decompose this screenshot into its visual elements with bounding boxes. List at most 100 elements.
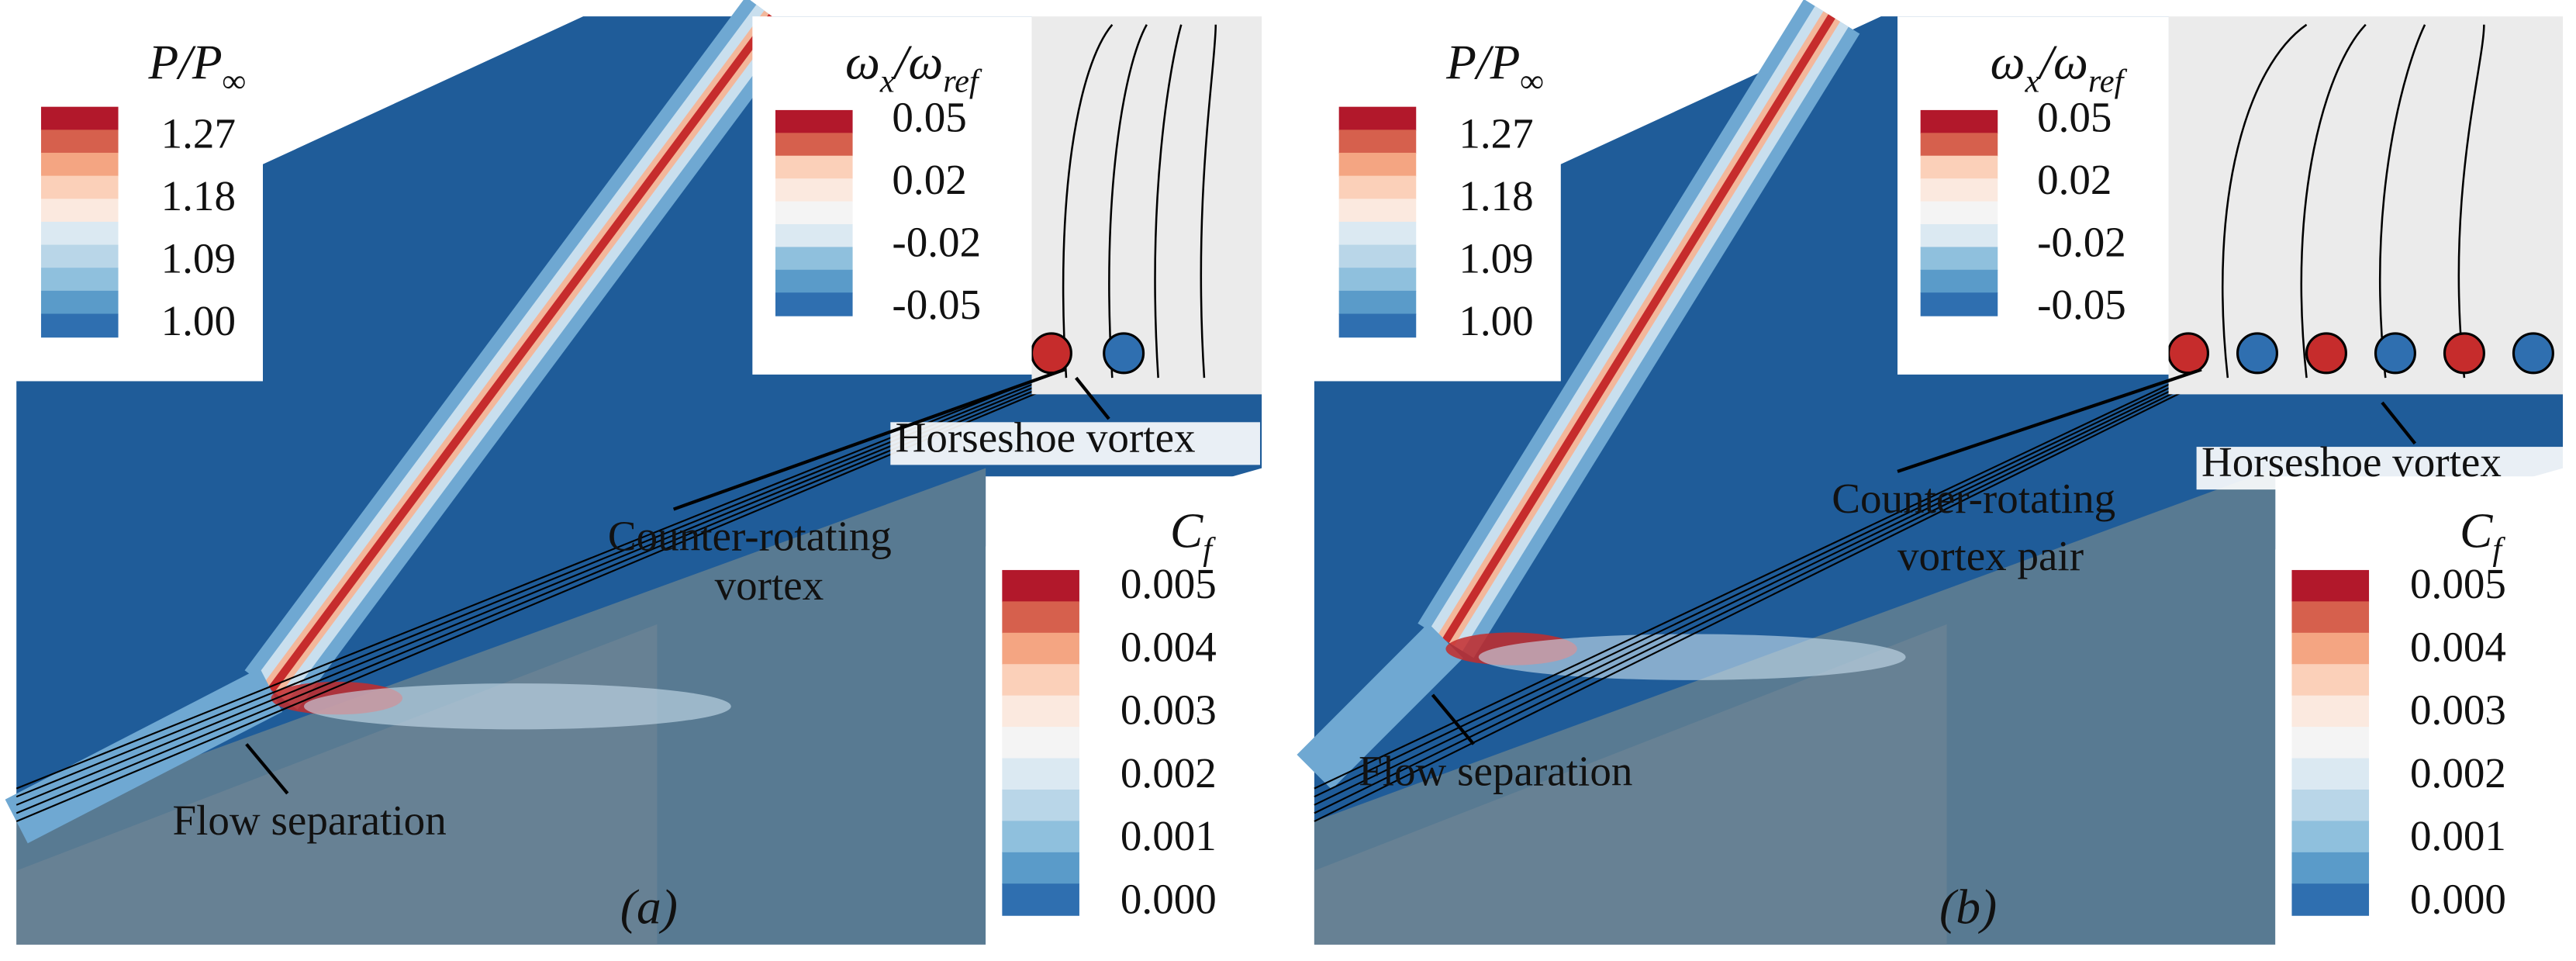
legend-title-part: ω — [1991, 35, 2025, 90]
colorbar-swatch — [40, 130, 119, 154]
shock-wave — [268, 14, 776, 693]
vortex-core — [2374, 332, 2416, 375]
wedge-lower — [1314, 624, 1947, 945]
vortex-core — [1103, 332, 1145, 375]
colorbar-swatch — [775, 109, 853, 134]
colorbar-label: -0.02 — [2037, 218, 2126, 265]
colorbar-swatch — [1338, 268, 1417, 292]
inset-streamline — [1154, 24, 1183, 379]
legend-title-part: P/P — [1445, 35, 1520, 90]
legend-title-part: /ω — [893, 35, 944, 90]
colorbar-swatch — [2291, 632, 2370, 665]
colorbar-label: 0.004 — [1121, 623, 1217, 670]
vortex-inset — [1031, 16, 1262, 395]
inset-streamline — [2457, 24, 2485, 379]
colorbar-label: 0.02 — [2037, 156, 2112, 203]
colorbar-swatch — [775, 223, 853, 248]
colorbar-swatch — [775, 155, 853, 180]
colorbar-swatch — [1920, 292, 1998, 316]
colorbar-swatch — [1920, 178, 1998, 202]
legend-title-sub: ref — [2088, 64, 2128, 100]
inset-streamline — [2300, 23, 2367, 379]
colorbar-swatch — [1338, 221, 1417, 246]
colorbar-swatch — [2291, 601, 2370, 634]
colorbar-swatch — [775, 292, 853, 316]
arrow — [2381, 401, 2417, 445]
colorbar-swatch — [40, 175, 119, 200]
colorbar-label: 0.05 — [892, 93, 966, 140]
annotation: Flow separation — [1359, 747, 1632, 794]
colorbar-swatch — [775, 178, 853, 202]
colorbar-swatch — [1338, 175, 1417, 200]
vortex-core — [2236, 332, 2278, 375]
legend-title-sub: ∞ — [223, 64, 246, 100]
colorbar-swatch — [1338, 313, 1417, 338]
legend-title-part: C — [2460, 503, 2493, 558]
vortex-core — [2167, 332, 2210, 375]
colorbar-swatch — [1920, 155, 1998, 180]
colorbar-label: 1.18 — [161, 172, 236, 220]
colorbar-label: 0.000 — [1121, 876, 1217, 923]
colorbar-swatch — [1002, 852, 1079, 885]
colorbar-swatch — [2291, 695, 2370, 728]
colorbar-swatch — [775, 133, 853, 157]
inset-streamline — [2221, 23, 2308, 379]
colorbar-label: 0.005 — [2410, 560, 2506, 607]
colorbar-swatch — [40, 313, 119, 338]
colorbar-label: -0.05 — [892, 281, 981, 328]
colorbar-label: -0.05 — [2037, 281, 2126, 328]
colorbar-swatch — [1338, 106, 1417, 131]
colorbar-label: 0.001 — [2410, 812, 2506, 859]
streamline — [1314, 370, 2219, 814]
legend-title-part: ω — [845, 35, 880, 90]
arrow — [1431, 693, 1476, 745]
shock-foot — [1297, 623, 1463, 790]
vortex-core — [1030, 332, 1072, 375]
colorbar-label: -0.02 — [892, 218, 981, 265]
colorbar-label: 0.002 — [2410, 749, 2506, 797]
colorbar-swatch — [2291, 883, 2370, 916]
arrow — [1897, 368, 2202, 473]
legend-title-sub: ref — [943, 64, 982, 100]
colorbar-swatch — [1338, 244, 1417, 269]
colorbar-swatch — [1002, 601, 1079, 634]
colorbar-swatch — [40, 244, 119, 269]
annotation: Horseshoe vortex — [2201, 438, 2502, 486]
wake-streak — [1478, 634, 1906, 680]
colorbar-swatch — [1002, 632, 1079, 665]
legend-title-sub: x — [879, 64, 895, 100]
colorbar-swatch — [775, 201, 853, 226]
legend-title: P/P∞ — [1445, 35, 1544, 100]
colorbar-label: 0.004 — [2410, 623, 2506, 670]
wake-streak — [303, 683, 731, 730]
legend-title-part: /ω — [2037, 35, 2088, 90]
colorbar-label: 1.18 — [1459, 172, 1533, 220]
streamline — [1314, 364, 2219, 798]
colorbar-swatch — [40, 106, 119, 131]
colorbar-label: 1.27 — [1459, 110, 1533, 157]
colorbar-label: 0.003 — [2410, 686, 2506, 734]
arrow — [1075, 376, 1110, 420]
colorbar-swatch — [1338, 130, 1417, 154]
inset-streamline — [1062, 23, 1114, 379]
legend-title: P/P∞ — [147, 35, 246, 100]
vortex-inset — [2168, 16, 2564, 395]
colorbar-label: 0.002 — [1121, 749, 1217, 797]
colorbar-swatch — [775, 269, 853, 294]
colorbar-swatch — [1920, 223, 1998, 248]
annotation: Counter-rotating — [608, 513, 892, 560]
annotation: Horseshoe vortex — [896, 413, 1196, 461]
colorbar-swatch — [1002, 695, 1079, 728]
inset-streamline — [1108, 24, 1148, 379]
streamline — [1314, 360, 2219, 790]
flat-plate-region — [1314, 16, 2564, 821]
colorbar-swatch — [1002, 883, 1079, 916]
colorbar-swatch — [40, 290, 119, 315]
colorbar-swatch — [1338, 199, 1417, 223]
streamline — [1314, 373, 2219, 822]
legend-title-part: P/P — [147, 35, 222, 90]
colorbar-label: 0.005 — [1121, 560, 1217, 607]
shock-foot — [5, 668, 283, 844]
colorbar-label: 0.05 — [2037, 93, 2112, 140]
